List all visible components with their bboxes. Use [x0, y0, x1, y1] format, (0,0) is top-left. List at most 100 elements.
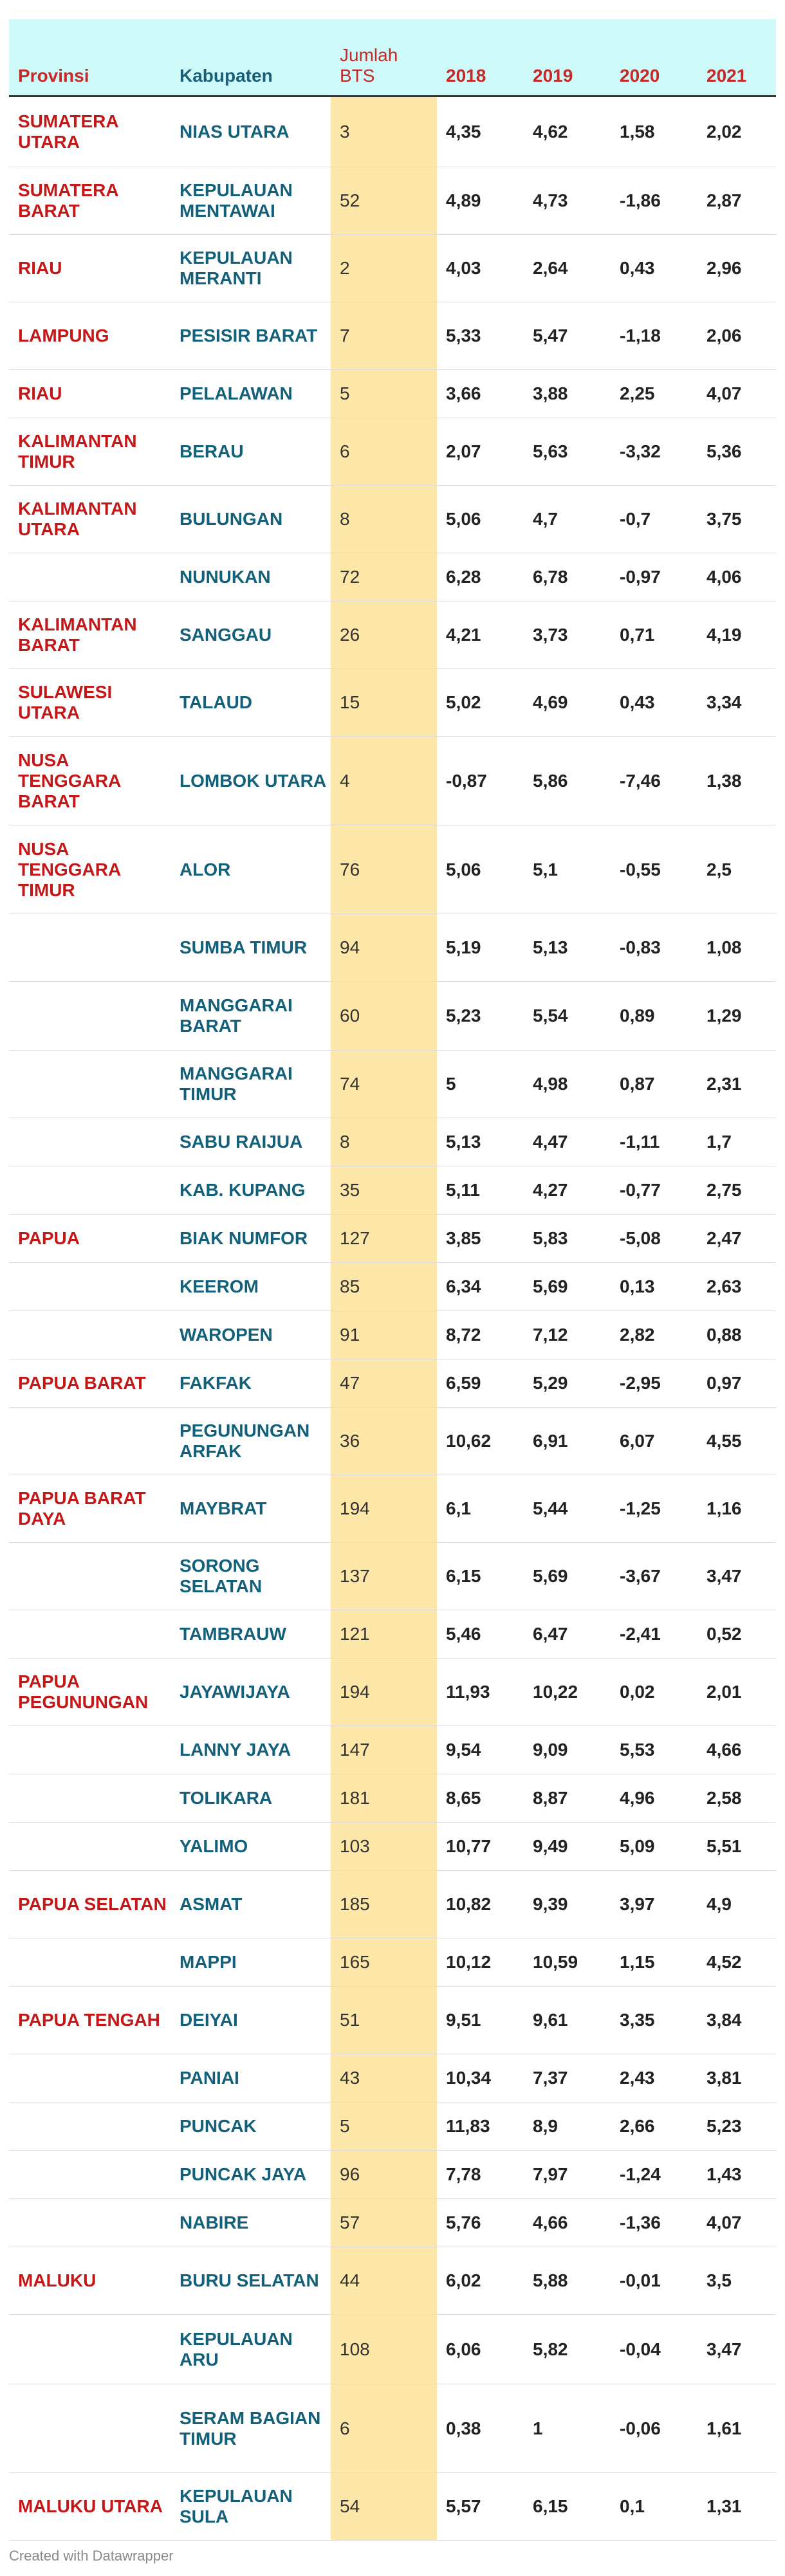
provinsi-cell	[9, 2054, 171, 2102]
table-row: PAPUA BARAT FAKFAK 47 6,59 5,29 -2,95 0,97	[9, 1359, 776, 1408]
value-2019-cell: 5,69	[524, 1262, 611, 1311]
value-2018-cell: 6,34	[437, 1262, 524, 1311]
value-2021-cell: 4,9	[697, 1870, 776, 1938]
kabupaten-cell: SABU RAIJUA	[171, 1118, 331, 1166]
value-2020-cell: -3,67	[611, 1542, 697, 1610]
kabupaten-cell: PELALAWAN	[171, 369, 331, 418]
value-2019-cell: 6,78	[524, 553, 611, 602]
kabupaten-cell: BURU SELATAN	[171, 2247, 331, 2315]
header-jumlah-bts[interactable]: Jumlah BTS	[331, 19, 437, 97]
provinsi-cell	[9, 1774, 171, 1823]
value-2018-cell: 6,59	[437, 1359, 524, 1408]
provinsi-cell	[9, 1725, 171, 1774]
value-2020-cell: 6,07	[611, 1407, 697, 1475]
value-2021-cell: 2,31	[697, 1050, 776, 1118]
provinsi-cell: MALUKU UTARA	[9, 2472, 171, 2541]
value-2020-cell: -1,36	[611, 2198, 697, 2247]
value-2020-cell: -1,25	[611, 1475, 697, 1543]
data-table: Provinsi Kabupaten Jumlah BTS 2018 2019 …	[9, 19, 776, 2541]
value-2020-cell: -0,55	[611, 825, 697, 914]
table-row: LAMPUNG PESISIR BARAT 7 5,33 5,47 -1,18 2,06	[9, 302, 776, 370]
bts-cell: 94	[331, 914, 437, 982]
value-2021-cell: 2,02	[697, 96, 776, 167]
value-2018-cell: 5,06	[437, 825, 524, 914]
value-2018-cell: 5,46	[437, 1610, 524, 1659]
value-2020-cell: 4,96	[611, 1774, 697, 1823]
value-2020-cell: -1,11	[611, 1118, 697, 1166]
kabupaten-cell: TAMBRAUW	[171, 1610, 331, 1659]
provinsi-cell: KALIMANTAN UTARA	[9, 485, 171, 553]
value-2020-cell: 2,43	[611, 2054, 697, 2102]
table-row: SORONG SELATAN 137 6,15 5,69 -3,67 3,47	[9, 1542, 776, 1610]
bts-cell: 76	[331, 825, 437, 914]
table-row: KALIMANTAN UTARA BULUNGAN 8 5,06 4,7 -0,7 3,75	[9, 485, 776, 553]
header-year-2021[interactable]: 2021	[697, 19, 776, 97]
value-2021-cell: 2,47	[697, 1214, 776, 1263]
value-2018-cell: 6,28	[437, 553, 524, 602]
header-year-2018[interactable]: 2018	[437, 19, 524, 97]
provinsi-cell	[9, 2150, 171, 2199]
table-row: SERAM BAGIAN TIMUR 6 0,38 1 -0,06 1,61	[9, 2384, 776, 2473]
value-2019-cell: 6,91	[524, 1407, 611, 1475]
table-row: RIAU PELALAWAN 5 3,66 3,88 2,25 4,07	[9, 369, 776, 418]
value-2019-cell: 2,64	[524, 234, 611, 302]
value-2019-cell: 4,47	[524, 1118, 611, 1166]
table-row: MALUKU UTARA KEPULAUAN SULA 54 5,57 6,15 0,1 1…	[9, 2472, 776, 2541]
value-2019-cell: 5,86	[524, 736, 611, 825]
bts-cell: 36	[331, 1407, 437, 1475]
value-2018-cell: 10,62	[437, 1407, 524, 1475]
kabupaten-cell: PUNCAK	[171, 2102, 331, 2151]
value-2018-cell: 10,82	[437, 1870, 524, 1938]
value-2021-cell: 4,07	[697, 2198, 776, 2247]
value-2019-cell: 5,82	[524, 2314, 611, 2384]
bts-cell: 103	[331, 1822, 437, 1871]
value-2020-cell: -1,18	[611, 302, 697, 370]
value-2019-cell: 7,12	[524, 1311, 611, 1359]
table-row: SUMATERA UTARA NIAS UTARA 3 4,35 4,62 1,58 2,0…	[9, 96, 776, 167]
value-2021-cell: 2,75	[697, 1166, 776, 1215]
kabupaten-cell: BIAK NUMFOR	[171, 1214, 331, 1263]
value-2018-cell: 6,1	[437, 1475, 524, 1543]
value-2018-cell: 11,83	[437, 2102, 524, 2151]
table-body: SUMATERA UTARA NIAS UTARA 3 4,35 4,62 1,58 2,0…	[9, 96, 776, 2541]
provinsi-cell	[9, 2384, 171, 2473]
value-2018-cell: 6,02	[437, 2247, 524, 2315]
bts-cell: 181	[331, 1774, 437, 1823]
bts-cell: 185	[331, 1870, 437, 1938]
kabupaten-cell: TALAUD	[171, 668, 331, 737]
bts-cell: 194	[331, 1475, 437, 1543]
value-2020-cell: -2,95	[611, 1359, 697, 1408]
header-kabupaten[interactable]: Kabupaten	[171, 19, 331, 97]
bts-cell: 74	[331, 1050, 437, 1118]
kabupaten-cell: LOMBOK UTARA	[171, 736, 331, 825]
value-2019-cell: 5,83	[524, 1214, 611, 1263]
value-2018-cell: 5,57	[437, 2472, 524, 2541]
value-2021-cell: 5,23	[697, 2102, 776, 2151]
value-2020-cell: -5,08	[611, 1214, 697, 1263]
kabupaten-cell: ASMAT	[171, 1870, 331, 1938]
bts-cell: 7	[331, 302, 437, 370]
value-2020-cell: 2,66	[611, 2102, 697, 2151]
value-2021-cell: 4,19	[697, 601, 776, 669]
value-2020-cell: 0,43	[611, 668, 697, 737]
provinsi-cell: NUSA TENGGARA BARAT	[9, 736, 171, 825]
bts-cell: 8	[331, 1118, 437, 1166]
value-2018-cell: 5,06	[437, 485, 524, 553]
header-year-2020[interactable]: 2020	[611, 19, 697, 97]
bts-cell: 8	[331, 485, 437, 553]
kabupaten-cell: PANIAI	[171, 2054, 331, 2102]
value-2019-cell: 9,09	[524, 1725, 611, 1774]
header-provinsi[interactable]: Provinsi	[9, 19, 171, 97]
table-row: WAROPEN 91 8,72 7,12 2,82 0,88	[9, 1311, 776, 1359]
value-2019-cell: 4,27	[524, 1166, 611, 1215]
value-2020-cell: -0,77	[611, 1166, 697, 1215]
bts-cell: 6	[331, 418, 437, 486]
value-2019-cell: 7,37	[524, 2054, 611, 2102]
value-2021-cell: 4,06	[697, 553, 776, 602]
value-2021-cell: 2,58	[697, 1774, 776, 1823]
value-2018-cell: 5	[437, 1050, 524, 1118]
provinsi-cell	[9, 1050, 171, 1118]
header-year-2019[interactable]: 2019	[524, 19, 611, 97]
provinsi-cell	[9, 2102, 171, 2151]
kabupaten-cell: MAPPI	[171, 1938, 331, 1987]
